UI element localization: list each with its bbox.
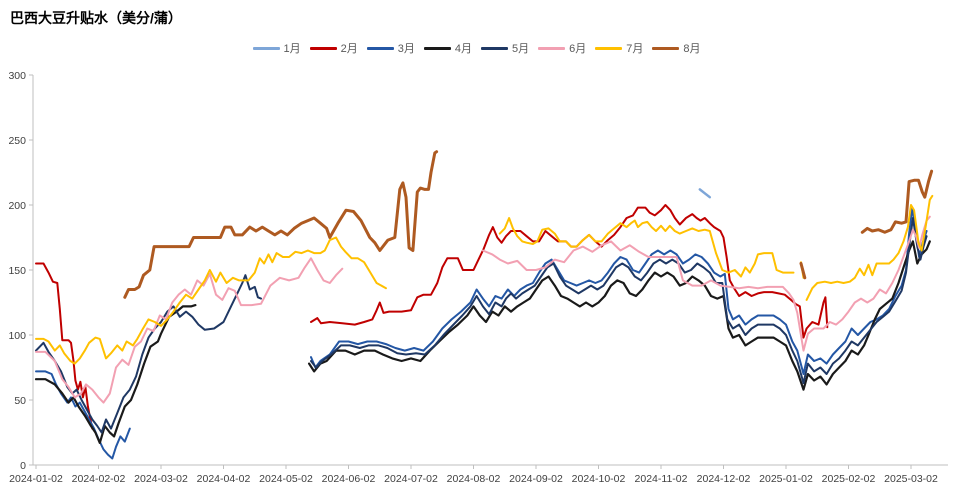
series-line-2月	[35, 262, 94, 430]
legend-swatch	[481, 46, 508, 50]
series-line-7月	[498, 217, 795, 278]
legend-swatch	[538, 46, 566, 50]
y-tick-label: 0	[20, 460, 26, 472]
series-line-8月	[123, 150, 439, 299]
x-tick-label: 2024-04-02	[197, 473, 251, 485]
series-line-5月	[310, 217, 928, 385]
legend-swatch	[652, 46, 680, 50]
x-tick-label: 2024-10-02	[572, 473, 626, 485]
y-tick-label: 300	[8, 70, 26, 82]
series-line-1月	[698, 188, 712, 199]
legend-label: 6月	[569, 43, 587, 55]
legend-label: 3月	[397, 43, 415, 55]
x-tick-label: 2025-03-02	[884, 473, 938, 485]
y-tick-label: 50	[14, 395, 26, 407]
legend-label: 8月	[683, 43, 701, 55]
legend-item-7月[interactable]: 7月	[595, 40, 643, 56]
x-tick-label: 2025-02-02	[822, 473, 876, 485]
series-line-4月	[34, 304, 197, 444]
x-tick-label: 2024-06-02	[322, 473, 376, 485]
x-tick-label: 2024-08-02	[447, 473, 501, 485]
series-line-6月	[481, 215, 931, 352]
legend-item-3月[interactable]: 3月	[366, 40, 415, 56]
legend-label: 5月	[512, 43, 530, 55]
line-chart: 0 50 100 150 200 250 300 2024-01-02 2024-02-02 20…	[8, 70, 948, 485]
legend: 1月 2月 3月 4月 5月 6月 7月 8月	[0, 40, 953, 56]
legend-item-1月[interactable]: 1月	[252, 40, 301, 56]
series-line-4月	[308, 240, 931, 391]
y-tick-label: 150	[8, 265, 26, 277]
series-line-7月	[35, 236, 387, 365]
legend-item-6月[interactable]: 6月	[538, 40, 586, 56]
series-line-8月	[860, 169, 934, 234]
x-tick-label: 2024-09-02	[509, 473, 563, 485]
x-tick-label: 2024-03-02	[134, 473, 188, 485]
series-line-5月	[35, 274, 262, 434]
series-line-6月	[35, 257, 344, 404]
legend-label: 7月	[626, 43, 644, 55]
legend-label: 2月	[340, 43, 358, 55]
x-tick-label: 2024-02-02	[72, 473, 126, 485]
x-tick-label: 2024-05-02	[259, 473, 313, 485]
y-tick-label: 250	[8, 135, 26, 147]
x-tick-label: 2024-07-02	[384, 473, 438, 485]
x-tick-label: 2025-01-02	[759, 473, 813, 485]
legend-item-8月[interactable]: 8月	[652, 40, 701, 56]
legend-swatch	[252, 46, 280, 50]
legend-item-5月[interactable]: 5月	[481, 40, 529, 56]
chart-title: 巴西大豆升贴水（美分/蒲）	[10, 10, 182, 26]
x-tick-label: 2024-11-02	[635, 473, 688, 485]
legend-label: 1月	[283, 43, 301, 55]
x-tick-label: 2024-01-02	[9, 473, 63, 485]
legend-label: 4月	[454, 43, 472, 55]
y-tick-label: 200	[8, 200, 26, 212]
y-tick-label: 100	[8, 330, 26, 342]
legend-swatch	[595, 46, 623, 50]
legend-swatch	[366, 46, 394, 50]
series-line-2月	[310, 204, 829, 339]
legend-item-4月[interactable]: 4月	[423, 40, 472, 56]
series-line-8月	[799, 262, 807, 280]
series-line-3月	[310, 206, 928, 375]
legend-swatch	[423, 46, 451, 50]
x-tick-label: 2024-12-02	[697, 473, 751, 485]
series-line-7月	[805, 194, 934, 301]
legend-item-2月[interactable]: 2月	[309, 40, 358, 56]
legend-swatch	[309, 46, 337, 50]
